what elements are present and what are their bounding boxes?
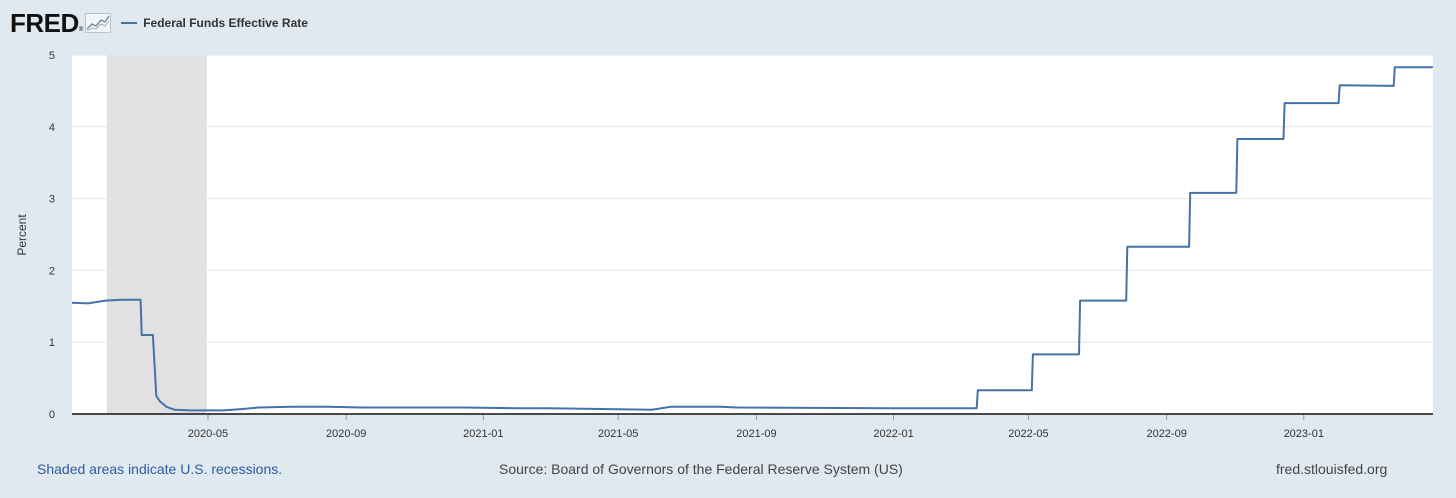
y-tick-label: 0 (49, 409, 55, 421)
y-axis-label: Percent (15, 214, 29, 256)
recession-note-link[interactable]: Shaded areas indicate U.S. recessions. (37, 461, 283, 477)
x-tick-label: 2023-01 (1284, 428, 1324, 440)
y-tick-label: 4 (49, 122, 55, 134)
legend-label: Federal Funds Effective Rate (143, 16, 308, 30)
y-tick-label: 5 (49, 50, 55, 62)
recession-band (106, 55, 207, 414)
x-tick-label: 2021-05 (598, 428, 638, 440)
y-tick-label: 2 (49, 265, 55, 277)
header: FRED ® Federal Funds Effective Rate (10, 8, 308, 38)
site-link[interactable]: fred.stlouisfed.org (1276, 461, 1388, 477)
x-tick-label: 2022-09 (1146, 428, 1186, 440)
x-tick-label: 2021-09 (736, 428, 776, 440)
fred-logo-registered: ® (78, 27, 84, 33)
trend-graph-icon (85, 13, 112, 33)
fred-logo[interactable]: FRED ® (10, 8, 112, 38)
x-tick-label: 2020-09 (326, 428, 366, 440)
x-tick-label: 2021-01 (463, 428, 503, 440)
x-tick-label: 2022-01 (873, 428, 913, 440)
x-tick-label: 2020-05 (188, 428, 228, 440)
fred-logo-text: FRED (10, 8, 79, 38)
x-tick-label: 2022-05 (1008, 428, 1048, 440)
legend: Federal Funds Effective Rate (121, 16, 308, 30)
y-tick-label: 1 (49, 337, 55, 349)
series-line-federal-funds-rate[interactable] (71, 66, 1433, 412)
legend-line-swatch (121, 22, 138, 24)
source-note: Source: Board of Governors of the Federa… (499, 461, 903, 477)
y-tick-label: 3 (49, 194, 55, 206)
plot-background (72, 55, 1433, 414)
